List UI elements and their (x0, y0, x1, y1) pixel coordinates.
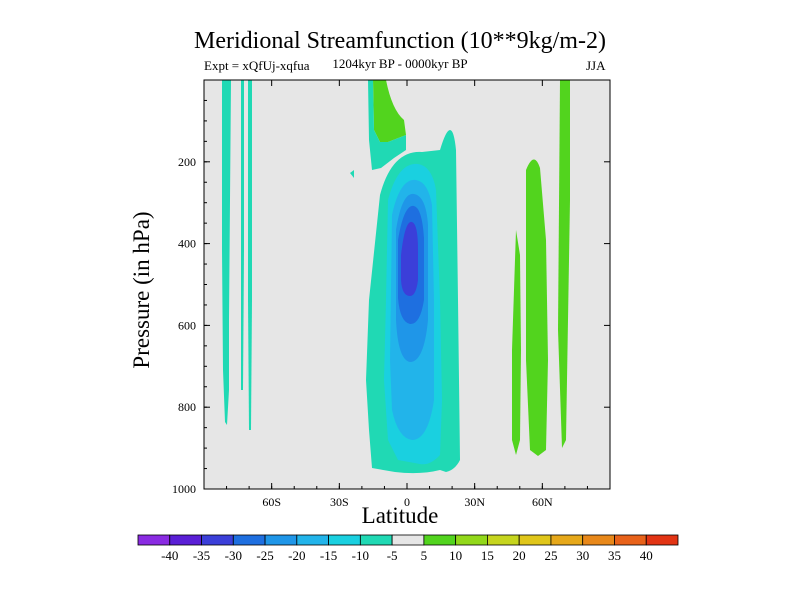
colorbar-label-12: 25 (544, 548, 557, 563)
x-tick-label-4: 60N (532, 495, 553, 509)
y-tick-label-2: 600 (178, 318, 196, 332)
colorbar-box-16 (645, 534, 679, 546)
colorbar-label-3: -25 (256, 548, 273, 563)
colorbar-label-10: 15 (481, 548, 494, 563)
northern-band-1 (512, 230, 521, 455)
x-axis: 60S 30S 0 30N 60N (203, 80, 611, 509)
colorbar-box-2 (201, 534, 234, 546)
colorbar-label-14: 35 (608, 548, 621, 563)
x-tick-label-3: 30N (464, 495, 485, 509)
colorbar-box-7 (359, 534, 393, 546)
northern-band-3 (558, 80, 570, 448)
y-tick-label-4: 1000 (172, 482, 196, 496)
colorbar-label-4: -20 (288, 548, 305, 563)
colorbar-box-15 (614, 534, 647, 546)
colorbar-box-12 (518, 534, 552, 546)
southern-band-2 (241, 80, 244, 390)
colorbar-label-2: -30 (225, 548, 242, 563)
colorbar-box-0 (137, 534, 171, 546)
colorbar-box-3 (232, 534, 266, 546)
southern-band-1 (222, 80, 231, 425)
southern-band-3 (248, 80, 252, 430)
x-tick-label-2: 0 (404, 495, 410, 509)
experiment-label: Expt = xQfUj-xqfua (204, 58, 310, 73)
northern-band-2 (526, 159, 548, 456)
colorbar-label-0: -40 (161, 548, 178, 563)
colorbar-label-5: -15 (320, 548, 337, 563)
colorbar-label-1: -35 (193, 548, 210, 563)
colorbar-label-15: 40 (640, 548, 653, 563)
colorbar-box-1 (169, 534, 202, 546)
tropical-positive-edge (368, 80, 406, 170)
chart-title: Meridional Streamfunction (10**9kg/m-2) (194, 28, 606, 54)
colorbar-box-8 (391, 534, 425, 546)
colorbar-label-13: 30 (576, 548, 589, 563)
colorbar-box-10 (455, 534, 488, 546)
colorbar-box-13 (550, 534, 584, 546)
y-tick-label-0: 200 (178, 155, 196, 169)
contour-fields (222, 80, 570, 474)
period-label: 1204kyr BP - 0000kyr BP (332, 56, 468, 71)
colorbar-box-6 (328, 534, 361, 546)
y-tick-label-3: 800 (178, 400, 196, 414)
hadley-level-30 (401, 221, 418, 296)
season-label: JJA (586, 58, 606, 73)
colorbar-label-8: 5 (421, 548, 428, 563)
colorbar-label-11: 20 (513, 548, 526, 563)
small-blob (350, 170, 354, 178)
colorbar-label-9: 10 (449, 548, 462, 563)
y-tick-label-1: 400 (178, 237, 196, 251)
x-tick-label-0: 60S (262, 495, 281, 509)
colorbar-box-14 (582, 534, 615, 546)
x-tick-label-1: 30S (330, 495, 349, 509)
colorbar-box-5 (296, 534, 329, 546)
colorbar-box-9 (423, 534, 457, 546)
y-axis-label: Pressure (in hPa) (129, 211, 154, 369)
x-axis-label: Latitude (361, 503, 439, 528)
colorbar-label-6: -10 (352, 548, 369, 563)
tropical-positive (373, 80, 406, 142)
colorbar: -40 -35 -30 -25 -20 -15 -10 -5 5 10 15 20 25 30 35 40 (137, 534, 679, 563)
colorbar-label-7: -5 (387, 548, 398, 563)
colorbar-box-11 (487, 534, 520, 546)
colorbar-box-4 (264, 534, 298, 546)
y-axis: 200 400 600 800 1000 (172, 79, 610, 496)
